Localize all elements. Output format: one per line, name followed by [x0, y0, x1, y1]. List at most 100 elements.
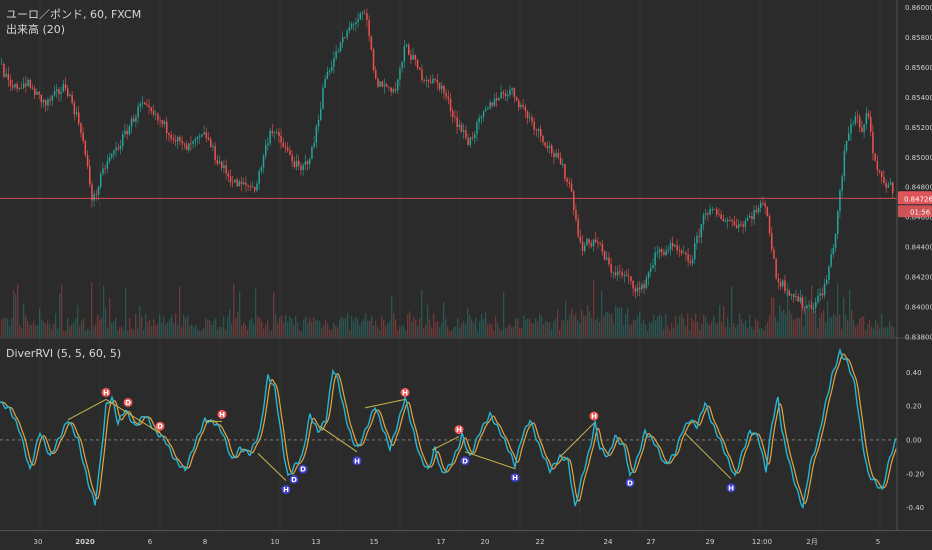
candle-body	[427, 79, 430, 82]
candle-body	[867, 113, 870, 117]
volume-bar	[317, 320, 319, 337]
candle-body	[410, 54, 412, 60]
rvi-tick-label: 0.40	[906, 369, 922, 377]
volume-legend[interactable]: 出来高 (20)	[6, 23, 66, 36]
volume-bar	[573, 314, 575, 337]
candle-body	[223, 165, 225, 169]
volume-bar	[195, 324, 197, 337]
candle-body	[199, 136, 201, 138]
candle-body	[784, 280, 786, 291]
volume-bar	[751, 326, 753, 337]
volume-bar	[831, 317, 833, 337]
candle-body	[306, 161, 309, 164]
volume-bar	[527, 318, 529, 337]
candle-body	[709, 209, 711, 215]
candle-body	[793, 294, 795, 298]
candle-body	[641, 284, 643, 290]
marker-badge	[726, 483, 736, 493]
candle-body	[500, 92, 502, 99]
marker-label: H	[219, 411, 225, 419]
volume-bar	[697, 322, 699, 337]
volume-bar	[781, 311, 783, 337]
candle-body	[291, 155, 293, 162]
volume-bar	[445, 318, 447, 337]
divergence-marker: H	[281, 485, 291, 495]
volume-bar	[229, 309, 231, 337]
volume-bar	[579, 323, 581, 337]
rvi-tick-label: 0.00	[906, 436, 922, 444]
candle-body	[29, 80, 32, 88]
volume-bar	[109, 297, 111, 337]
candle-body	[238, 181, 241, 187]
candle-body	[768, 216, 771, 234]
volume-bar	[861, 316, 863, 337]
candle-body	[364, 12, 366, 14]
volume-bar	[739, 313, 741, 337]
candle-body	[586, 238, 588, 246]
volume-bar	[557, 309, 559, 337]
volume-bar	[509, 323, 511, 337]
candle-body	[738, 223, 740, 228]
date-tick-label: 27	[647, 538, 656, 546]
candle-body	[821, 293, 824, 296]
candle-body	[280, 136, 282, 143]
marker-label: D	[291, 476, 297, 484]
candle-body	[322, 87, 324, 109]
candle-body	[425, 79, 428, 81]
candle-body	[744, 220, 747, 227]
candle-body	[601, 244, 604, 252]
candle-body	[579, 236, 582, 242]
volume-bar	[153, 319, 155, 337]
indicator-legend[interactable]: DiverRVI (5, 5, 60, 5)	[6, 347, 122, 360]
volume-bar	[577, 320, 579, 337]
candle-body	[797, 296, 799, 302]
candle-body	[570, 183, 573, 192]
volume-bar	[761, 328, 763, 337]
volume-bar	[271, 330, 273, 337]
volume-bar	[415, 319, 417, 337]
volume-bar	[247, 330, 249, 337]
candle-body	[124, 130, 126, 135]
volume-bar	[365, 313, 367, 337]
volume-bar	[873, 328, 875, 337]
volume-bar	[893, 327, 895, 337]
volume-bar	[807, 307, 809, 337]
candle-body	[801, 297, 804, 308]
volume-bar	[255, 288, 257, 337]
volume-bar	[717, 322, 719, 337]
volume-bar	[471, 319, 473, 337]
candle-body	[166, 121, 168, 133]
candle-body	[606, 257, 608, 260]
symbol-legend[interactable]: ユーロ／ポンド, 60, FXCM	[6, 8, 142, 21]
candle-body	[746, 217, 749, 221]
candle-body	[126, 130, 128, 135]
volume-bar	[559, 330, 561, 337]
candle-body	[225, 165, 227, 174]
candle-body	[837, 211, 839, 234]
volume-bar	[301, 330, 303, 337]
candle-body	[722, 218, 725, 222]
volume-bar	[487, 324, 489, 337]
volume-bar	[327, 323, 329, 337]
volume-bar	[45, 323, 47, 337]
volume-bar	[339, 320, 341, 337]
candle-body	[144, 102, 146, 105]
volume-bar	[699, 330, 701, 337]
volume-bar	[607, 311, 609, 337]
candle-body	[51, 95, 54, 101]
date-tick-label: 2月	[806, 538, 817, 546]
candle-body	[795, 296, 797, 298]
candle-body	[661, 249, 663, 253]
candle-body	[445, 93, 447, 97]
volume-bar	[775, 316, 777, 337]
candle-body	[542, 135, 544, 143]
volume-bar	[449, 330, 451, 337]
candle-body	[806, 305, 808, 308]
date-axis: 30 2020 6 8 10 13 15 17 20 22 24 27 29 12:00 2月 5	[34, 538, 881, 546]
volume-bar	[181, 326, 183, 337]
volume-bar	[197, 328, 199, 337]
volume-histogram	[1, 280, 895, 337]
candle-body	[531, 117, 533, 122]
